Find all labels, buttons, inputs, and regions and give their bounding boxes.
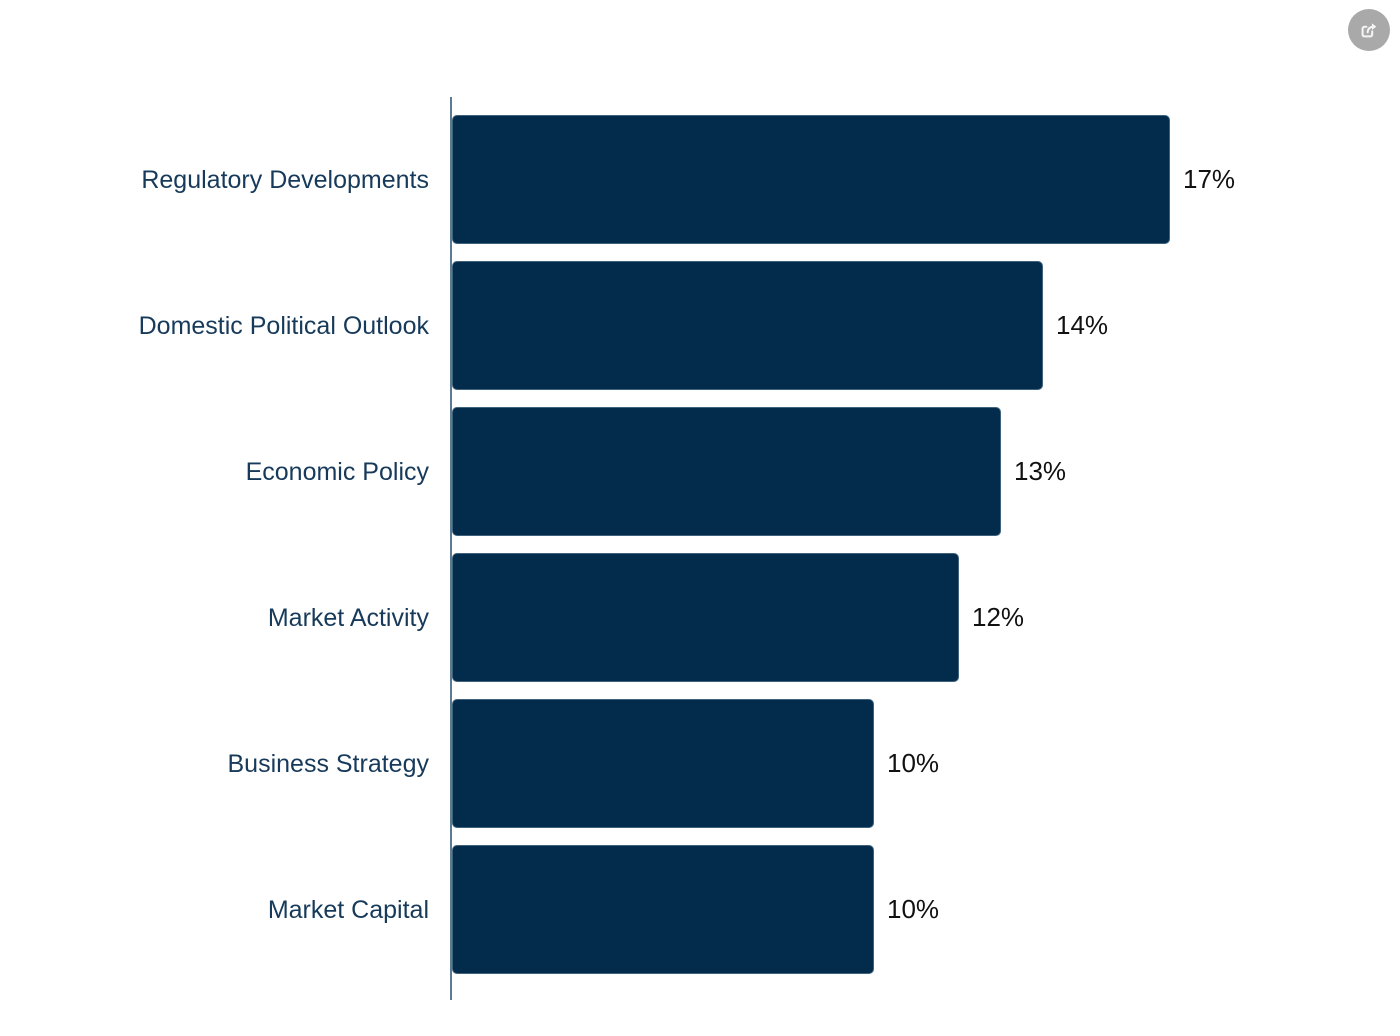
value-label: 12% bbox=[972, 602, 1025, 632]
bar[interactable] bbox=[452, 699, 874, 828]
chart-row: Economic Policy 13% bbox=[0, 407, 1400, 536]
share-button[interactable] bbox=[1348, 9, 1390, 51]
bar[interactable] bbox=[452, 553, 959, 682]
bar[interactable] bbox=[452, 115, 1170, 244]
chart-row: Domestic Political Outlook 14% bbox=[0, 261, 1400, 390]
bar-area: 14% bbox=[450, 261, 1400, 390]
bar-area: 12% bbox=[450, 553, 1400, 682]
chart-row: Market Activity 12% bbox=[0, 553, 1400, 682]
category-label: Business Strategy bbox=[227, 749, 430, 778]
bar-area: 13% bbox=[450, 407, 1400, 536]
chart-row: Regulatory Developments 17% bbox=[0, 115, 1400, 244]
y-axis-line bbox=[450, 97, 452, 1000]
value-label: 10% bbox=[887, 894, 940, 924]
category-label: Market Capital bbox=[267, 895, 429, 924]
category-label: Domestic Political Outlook bbox=[138, 311, 429, 340]
bar[interactable] bbox=[452, 261, 1043, 390]
value-label: 17% bbox=[1183, 164, 1236, 194]
bar-area: 10% bbox=[450, 845, 1400, 974]
value-label: 10% bbox=[887, 748, 940, 778]
category-label: Regulatory Developments bbox=[141, 165, 429, 194]
category-label: Market Activity bbox=[267, 603, 429, 632]
chart-row: Business Strategy 10% bbox=[0, 699, 1400, 828]
chart-rows: Regulatory Developments 17% Domestic Pol… bbox=[0, 115, 1400, 974]
bar[interactable] bbox=[452, 407, 1001, 536]
value-label: 13% bbox=[1014, 456, 1067, 486]
category-label: Economic Policy bbox=[245, 457, 429, 486]
bar[interactable] bbox=[452, 845, 874, 974]
share-icon bbox=[1358, 19, 1380, 41]
value-label: 14% bbox=[1056, 310, 1109, 340]
chart-row: Market Capital 10% bbox=[0, 845, 1400, 974]
bar-area: 10% bbox=[450, 699, 1400, 828]
bar-area: 17% bbox=[450, 115, 1400, 244]
